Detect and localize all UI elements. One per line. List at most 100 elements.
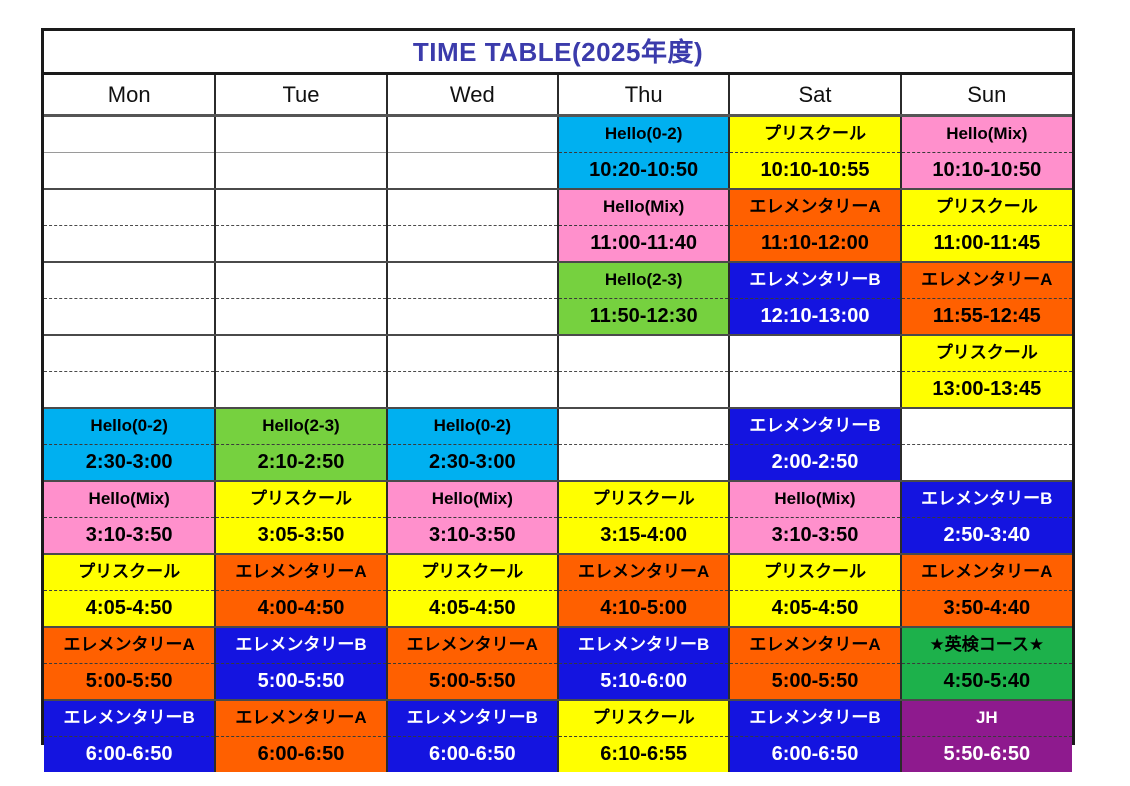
timetable-cell[interactable]: Hello(Mix) 3:10-3:50 (729, 481, 902, 555)
timetable-cell[interactable] (215, 262, 388, 336)
timetable-cell[interactable] (44, 189, 217, 263)
class-slot: エレメンタリーA 11:10-12:00 (730, 190, 900, 261)
class-slot: エレメンタリーB 12:10-13:00 (730, 263, 900, 334)
title-cell: TIME TABLE(2025年度) (44, 31, 1072, 75)
timetable-cell[interactable]: プリスクール 11:00-11:45 (900, 189, 1072, 263)
timetable-cell[interactable] (215, 115, 388, 190)
class-name (44, 336, 215, 372)
class-time (388, 153, 557, 189)
class-slot: Hello(2-3) 11:50-12:30 (558, 263, 729, 334)
timetable-cell[interactable]: エレメンタリーB 5:10-6:00 (557, 627, 731, 701)
class-name: Hello(Mix) (44, 482, 215, 518)
class-time (730, 372, 899, 408)
class-slot: エレメンタリーA 5:00-5:50 (730, 628, 900, 699)
class-name: エレメンタリーA (44, 628, 215, 664)
class-time: 4:00-4:50 (257, 596, 345, 619)
timetable-cell[interactable]: エレメンタリーB 2:50-3:40 (900, 481, 1072, 555)
class-slot: JH 5:50-6:50 (901, 701, 1072, 772)
class-name: エレメンタリーB (901, 482, 1072, 518)
timetable-cell[interactable]: プリスクール 4:05-4:50 (386, 554, 559, 628)
timetable-cell[interactable] (215, 335, 388, 409)
timetable-cell[interactable]: JH 5:50-6:50 (901, 700, 1072, 772)
timetable-cell[interactable]: Hello(Mix) 11:00-11:40 (557, 189, 731, 263)
class-time (44, 372, 214, 408)
class-name: エレメンタリーA (216, 555, 386, 591)
class-slot: エレメンタリーB 6:00-6:50 (387, 701, 557, 772)
timetable-cell[interactable]: Hello(0-2) 2:30-3:00 (386, 408, 559, 482)
timetable-cell[interactable]: エレメンタリーA 3:50-4:40 (900, 554, 1072, 628)
class-slot: エレメンタリーA 5:00-5:50 (387, 628, 557, 699)
timetable-cell[interactable]: エレメンタリーA 4:10-5:00 (557, 554, 731, 628)
timetable-cell[interactable]: エレメンタリーA 11:10-12:00 (729, 189, 902, 263)
timetable-cell[interactable] (386, 335, 559, 409)
timetable-cell[interactable]: プリスクール 4:05-4:50 (729, 554, 902, 628)
class-time: 2:30-3:00 (428, 450, 516, 473)
class-time (388, 226, 557, 262)
timetable-cell[interactable]: ★英検コース★ 4:50-5:40 (900, 627, 1072, 701)
timetable-cell[interactable]: エレメンタリーA 6:00-6:50 (215, 700, 388, 772)
timetable-cell[interactable]: プリスクール 10:10-10:55 (729, 115, 902, 190)
timetable-cell[interactable]: エレメンタリーA 5:00-5:50 (44, 627, 217, 701)
timetable-cell[interactable]: エレメンタリーB 12:10-13:00 (729, 262, 902, 336)
timetable-cell[interactable] (557, 335, 731, 409)
class-name: Hello(Mix) (387, 482, 557, 518)
timetable-cell[interactable]: Hello(2-3) 2:10-2:50 (215, 408, 388, 482)
class-slot: プリスクール 13:00-13:45 (901, 336, 1072, 407)
timetable-cell[interactable]: Hello(2-3) 11:50-12:30 (557, 262, 731, 336)
timetable-cell[interactable]: エレメンタリーA 5:00-5:50 (386, 627, 559, 701)
timetable-cell[interactable] (557, 408, 731, 482)
day-header-tue: Tue (215, 73, 388, 117)
timetable-cell[interactable]: Hello(Mix) 3:10-3:50 (44, 481, 217, 555)
class-time (216, 372, 385, 408)
timetable-cell[interactable]: プリスクール 13:00-13:45 (900, 335, 1072, 409)
timetable-cell[interactable]: Hello(Mix) 10:10-10:50 (900, 115, 1072, 190)
class-slot: プリスクール 4:05-4:50 (730, 555, 900, 626)
timetable-cell[interactable]: プリスクール 3:15-4:00 (557, 481, 731, 555)
timetable-row: エレメンタリーA 5:00-5:50 エレメンタリーB 5:00-5:50 エレメンタリ… (44, 627, 1072, 701)
class-time: 5:00-5:50 (85, 669, 173, 692)
timetable-cell[interactable] (900, 408, 1072, 482)
class-time: 5:10-6:00 (600, 669, 687, 692)
class-name: エレメンタリーB (44, 701, 215, 737)
timetable-cell[interactable]: エレメンタリーA 4:00-4:50 (215, 554, 388, 628)
class-slot: ★英検コース★ 4:50-5:40 (901, 628, 1072, 699)
title-row: TIME TABLE(2025年度) (44, 31, 1072, 75)
class-name: プリスクール (44, 555, 215, 591)
timetable-cell[interactable]: エレメンタリーB 6:00-6:50 (386, 700, 559, 772)
timetable-cell[interactable] (386, 262, 559, 336)
class-time (216, 226, 385, 262)
timetable-cell[interactable] (386, 189, 559, 263)
class-name: エレメンタリーA (216, 701, 386, 737)
timetable-cell[interactable] (44, 115, 217, 190)
class-slot: エレメンタリーB 2:00-2:50 (730, 409, 900, 480)
class-name: Hello(Mix) (730, 482, 900, 518)
timetable-cell[interactable]: プリスクール 4:05-4:50 (44, 554, 217, 628)
class-slot (44, 263, 215, 334)
timetable-row: Hello(Mix) 11:00-11:40 エレメンタリーA 11:10-12:00… (44, 189, 1072, 263)
timetable-cell[interactable]: エレメンタリーA 5:00-5:50 (729, 627, 902, 701)
timetable-cell[interactable]: エレメンタリーA 11:55-12:45 (900, 262, 1072, 336)
timetable-cell[interactable] (215, 189, 388, 263)
timetable-cell[interactable]: エレメンタリーB 5:00-5:50 (215, 627, 388, 701)
class-slot: エレメンタリーA 5:00-5:50 (44, 628, 215, 699)
timetable-cell[interactable]: プリスクール 6:10-6:55 (557, 700, 731, 772)
class-name (387, 117, 557, 153)
class-slot (216, 263, 386, 334)
timetable-cell[interactable] (729, 335, 902, 409)
class-slot (387, 190, 557, 262)
class-slot (901, 409, 1072, 480)
timetable-cell[interactable]: プリスクール 3:05-3:50 (215, 481, 388, 555)
timetable-cell[interactable] (44, 335, 217, 409)
timetable-cell[interactable]: エレメンタリーB 6:00-6:50 (44, 700, 217, 772)
timetable-cell[interactable]: エレメンタリーB 6:00-6:50 (729, 700, 902, 772)
timetable-cell[interactable] (386, 115, 559, 190)
timetable-cell[interactable]: Hello(0-2) 10:20-10:50 (557, 115, 731, 190)
timetable-cell[interactable]: Hello(Mix) 3:10-3:50 (386, 481, 559, 555)
class-slot: Hello(Mix) 3:10-3:50 (730, 482, 900, 553)
timetable-cell[interactable]: Hello(0-2) 2:30-3:00 (44, 408, 217, 482)
class-time: 2:50-3:40 (943, 523, 1031, 546)
timetable-cell[interactable]: エレメンタリーB 2:00-2:50 (729, 408, 902, 482)
class-time: 3:50-4:40 (943, 596, 1031, 619)
timetable-cell[interactable] (44, 262, 217, 336)
class-name: ★英検コース★ (901, 628, 1072, 664)
